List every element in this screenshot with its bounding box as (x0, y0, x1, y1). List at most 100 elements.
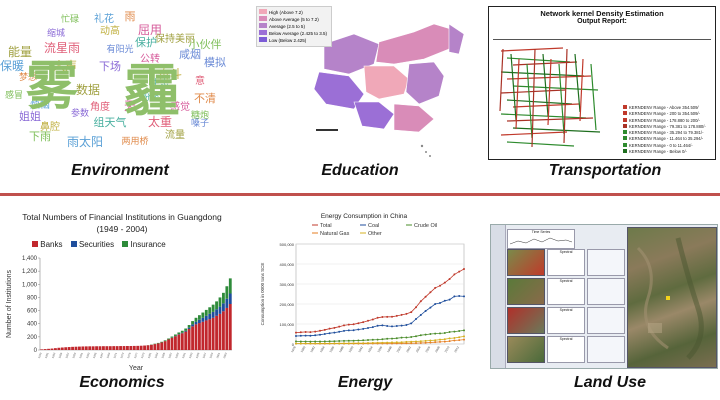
data-point (376, 316, 379, 319)
bar-banks (136, 345, 140, 350)
y-tick-label: 600 (27, 309, 38, 315)
x-tick-label: 1996 (376, 345, 383, 353)
transport-legend-item: KERNDENV Range - 178.880 to 200/- (623, 117, 713, 124)
word-cloud-term: 保持美丽 (155, 32, 195, 45)
legend-swatch (623, 105, 627, 109)
data-point (410, 336, 413, 338)
spectral-plot: Spectral (547, 249, 585, 276)
x-tick-label: 1977 (133, 351, 139, 358)
word-cloud-term: 感冒 (5, 89, 23, 100)
word-cloud-term: 不清 (194, 92, 216, 105)
x-tick-label: 1997 (201, 351, 207, 358)
data-point (419, 341, 422, 344)
data-point (410, 311, 413, 314)
bar-banks (153, 344, 157, 350)
bar-banks (194, 324, 198, 350)
data-point (343, 339, 345, 342)
data-point (357, 339, 360, 342)
data-point (347, 342, 350, 345)
y-tick-label: 0 (34, 348, 38, 354)
word-cloud-term: 模拟 (204, 55, 226, 69)
energy-legend-label: Other (368, 231, 382, 237)
data-point (299, 340, 302, 343)
x-tick-label: 1985 (160, 351, 166, 358)
data-point (319, 329, 321, 332)
word-cloud-term: 保护 (135, 35, 157, 49)
bar-banks (81, 346, 85, 350)
bar-banks (91, 346, 95, 350)
data-point (429, 339, 432, 342)
y-tick-label: 800 (27, 295, 38, 301)
data-point (367, 319, 369, 322)
landuse-thumbnail (507, 307, 545, 334)
satellite-texture (636, 237, 704, 360)
data-point (338, 340, 341, 343)
road-segment (563, 48, 568, 144)
legend-item: Below Average (2.425 to 3.5) (259, 30, 329, 37)
y-axis-label: Number of Institutions (6, 269, 13, 338)
transportation-panel: Network kernel Density Estimation Output… (488, 6, 716, 160)
word-cloud-term: 动高 (100, 24, 120, 37)
bar-securities (201, 317, 205, 322)
bar-banks (112, 346, 116, 350)
data-point (458, 270, 461, 273)
data-point (357, 328, 360, 331)
bar-banks (211, 317, 215, 350)
x-tick-label: 1949 (37, 351, 43, 358)
data-point (434, 303, 437, 305)
road-segment (512, 61, 578, 66)
bar-banks (204, 320, 208, 350)
data-point (352, 323, 355, 326)
word-cloud-term: 数据 (76, 82, 100, 97)
map-region-south (393, 103, 435, 133)
bar-securities (180, 332, 184, 334)
x-tick-label: 1991 (181, 351, 187, 358)
bar-banks (78, 346, 81, 350)
word-cloud-term: 缩城 (47, 27, 65, 38)
legend-swatch (623, 149, 627, 154)
road-segment (500, 89, 566, 94)
word-cloud-term: 生态 (151, 77, 169, 88)
legend-banks: Banks (40, 240, 63, 249)
legend-item: Above Average (5 to 7.2) (259, 16, 329, 23)
bar-securities (194, 321, 198, 325)
data-point (357, 322, 360, 325)
data-point (347, 339, 350, 342)
legend-item: Average (2.5 to 5) (259, 23, 329, 30)
road-segment (512, 85, 599, 91)
data-point (333, 342, 336, 345)
data-point (299, 342, 302, 345)
road-segment (558, 63, 565, 135)
bar-banks (180, 333, 184, 350)
bar-securities (218, 306, 222, 314)
data-point (376, 341, 379, 344)
data-point (319, 333, 321, 336)
y-tick-label: 1,000 (22, 282, 38, 288)
x-tick-label: 1983 (153, 351, 159, 358)
legend-item: Low (Below 2.425) (259, 37, 329, 44)
data-point (434, 286, 437, 289)
data-point (405, 340, 408, 343)
x-tick-label: 2003 (222, 351, 228, 358)
landuse-thumbnail (507, 336, 545, 363)
series-line-coal (295, 295, 465, 337)
landuse-attribute-panel (587, 336, 625, 363)
bar-insurance (201, 312, 205, 318)
location-marker[interactable] (666, 296, 670, 300)
road-segment (590, 63, 597, 131)
legend-swatch-securities (70, 241, 77, 247)
road-segment (500, 113, 587, 119)
economics-bar-chart: 0 200 400 600 800 1,000 1,200 1,400 1949 1951 1953… (6, 256, 232, 370)
word-cloud-term: 保暖 (0, 59, 24, 73)
legend-label: KERNDENV Range - 35.294 to 79.381/- (629, 130, 704, 136)
economics-title: Total Numbers of Financial Institutions … (22, 212, 222, 222)
bar-insurance (222, 292, 225, 304)
transport-rule (493, 39, 711, 40)
legend-swatch (623, 136, 627, 141)
data-point (328, 327, 331, 330)
legend-swatch (623, 123, 627, 128)
bar-banks (40, 349, 44, 350)
data-point (295, 335, 297, 337)
x-tick-label: 2002 (405, 345, 412, 353)
data-point (410, 342, 413, 345)
